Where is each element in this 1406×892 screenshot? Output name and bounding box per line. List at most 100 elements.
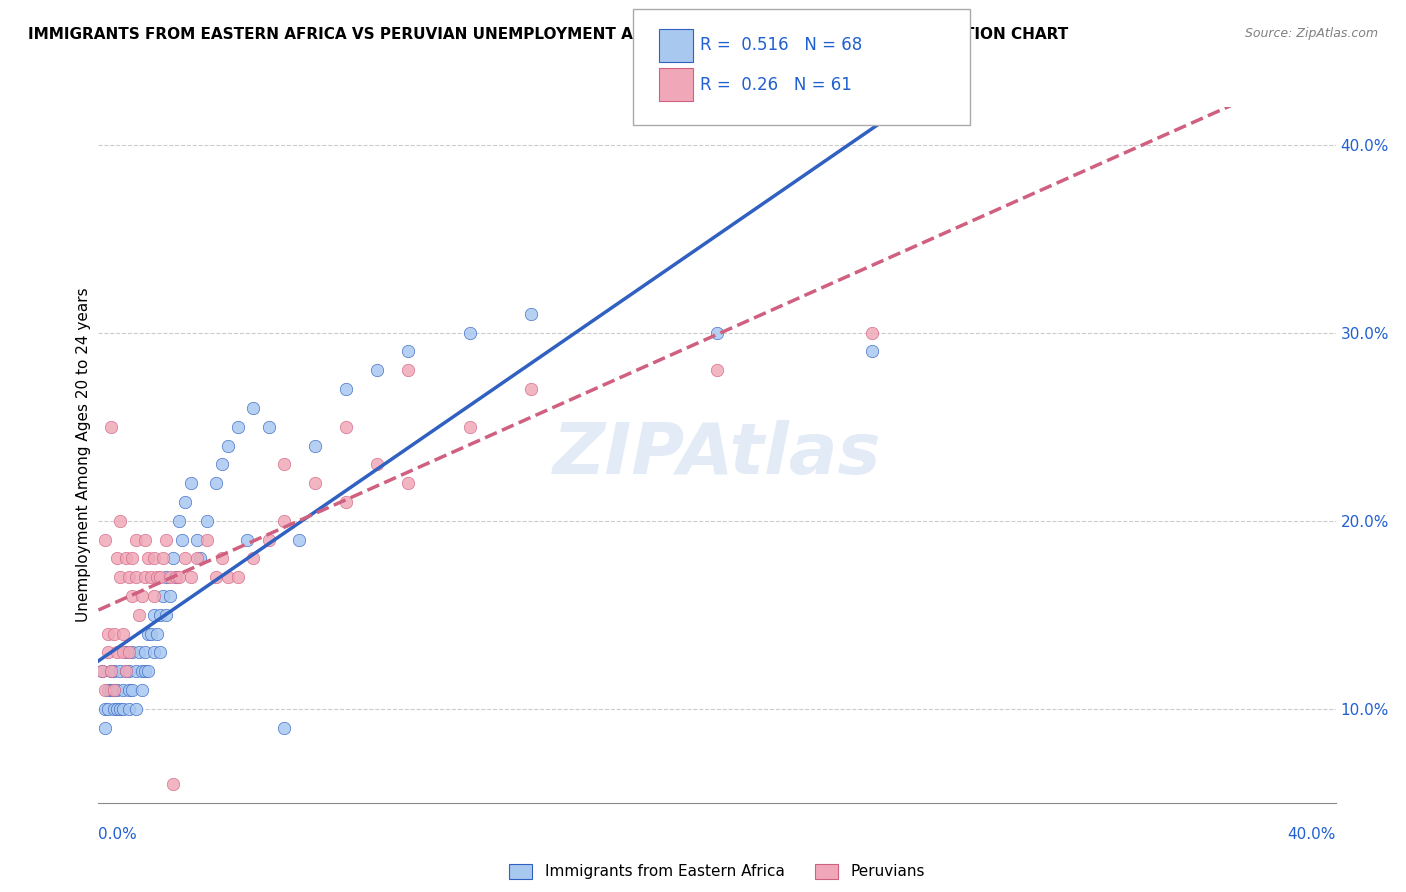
Point	[257, 419, 280, 434]
Point	[97, 645, 120, 659]
Point	[131, 664, 153, 678]
Point	[100, 664, 122, 678]
Point	[159, 589, 181, 603]
Y-axis label: Unemployment Among Ages 20 to 24 years: Unemployment Among Ages 20 to 24 years	[76, 287, 91, 623]
Point	[149, 607, 172, 622]
Point	[335, 382, 357, 396]
Point	[366, 458, 388, 472]
Point	[155, 570, 177, 584]
Point	[335, 495, 357, 509]
Point	[152, 551, 174, 566]
Point	[146, 570, 169, 584]
Point	[115, 645, 138, 659]
Point	[217, 570, 239, 584]
Point	[706, 363, 728, 377]
Point	[124, 533, 146, 547]
Point	[118, 702, 141, 716]
Point	[205, 570, 228, 584]
Point	[226, 419, 249, 434]
Point	[105, 551, 128, 566]
Point	[860, 344, 883, 359]
Point	[226, 570, 249, 584]
Point	[139, 570, 162, 584]
Point	[118, 664, 141, 678]
Point	[97, 626, 120, 640]
Point	[146, 626, 169, 640]
Point	[155, 533, 177, 547]
Text: IMMIGRANTS FROM EASTERN AFRICA VS PERUVIAN UNEMPLOYMENT AMONG AGES 20 TO 24 YEAR: IMMIGRANTS FROM EASTERN AFRICA VS PERUVI…	[28, 27, 1069, 42]
Point	[103, 683, 125, 698]
Point	[273, 458, 295, 472]
Point	[195, 533, 218, 547]
Point	[190, 551, 212, 566]
Point	[131, 683, 153, 698]
Point	[118, 683, 141, 698]
Point	[134, 664, 156, 678]
Point	[139, 626, 162, 640]
Text: 0.0%: 0.0%	[98, 827, 138, 841]
Point	[165, 570, 187, 584]
Point	[143, 607, 166, 622]
Point	[103, 626, 125, 640]
Point	[112, 626, 135, 640]
Point	[121, 683, 143, 698]
Point	[195, 514, 218, 528]
Point	[174, 495, 197, 509]
Point	[335, 419, 357, 434]
Point	[112, 702, 135, 716]
Point	[458, 419, 481, 434]
Point	[121, 551, 143, 566]
Point	[143, 551, 166, 566]
Point	[152, 589, 174, 603]
Point	[186, 551, 208, 566]
Point	[124, 702, 146, 716]
Point	[100, 419, 122, 434]
Point	[134, 645, 156, 659]
Point	[108, 702, 131, 716]
Point	[180, 476, 202, 491]
Point	[93, 533, 115, 547]
Point	[115, 551, 138, 566]
Point	[90, 664, 112, 678]
Point	[458, 326, 481, 340]
Point	[108, 664, 131, 678]
Point	[108, 570, 131, 584]
Point	[165, 570, 187, 584]
Point	[159, 570, 181, 584]
Point	[118, 570, 141, 584]
Point	[136, 664, 159, 678]
Point	[396, 476, 419, 491]
Point	[105, 645, 128, 659]
Point	[103, 683, 125, 698]
Point	[211, 458, 233, 472]
Point	[242, 551, 264, 566]
Point	[124, 570, 146, 584]
Point	[115, 664, 138, 678]
Point	[112, 683, 135, 698]
Text: Source: ZipAtlas.com: Source: ZipAtlas.com	[1244, 27, 1378, 40]
Point	[170, 533, 193, 547]
Point	[396, 344, 419, 359]
Point	[103, 702, 125, 716]
Point	[162, 777, 184, 791]
Point	[143, 589, 166, 603]
Point	[520, 382, 543, 396]
Point	[860, 326, 883, 340]
Point	[366, 363, 388, 377]
Point	[93, 702, 115, 716]
Text: ZIPAtlas: ZIPAtlas	[553, 420, 882, 490]
Point	[273, 514, 295, 528]
Point	[90, 664, 112, 678]
Point	[121, 645, 143, 659]
Point	[115, 664, 138, 678]
Point	[97, 702, 120, 716]
Point	[128, 645, 150, 659]
Point	[273, 721, 295, 735]
Point	[149, 570, 172, 584]
Legend: Immigrants from Eastern Africa, Peruvians: Immigrants from Eastern Africa, Peruvian…	[503, 857, 931, 886]
Point	[118, 645, 141, 659]
Point	[131, 589, 153, 603]
Point	[100, 683, 122, 698]
Point	[706, 326, 728, 340]
Point	[520, 307, 543, 321]
